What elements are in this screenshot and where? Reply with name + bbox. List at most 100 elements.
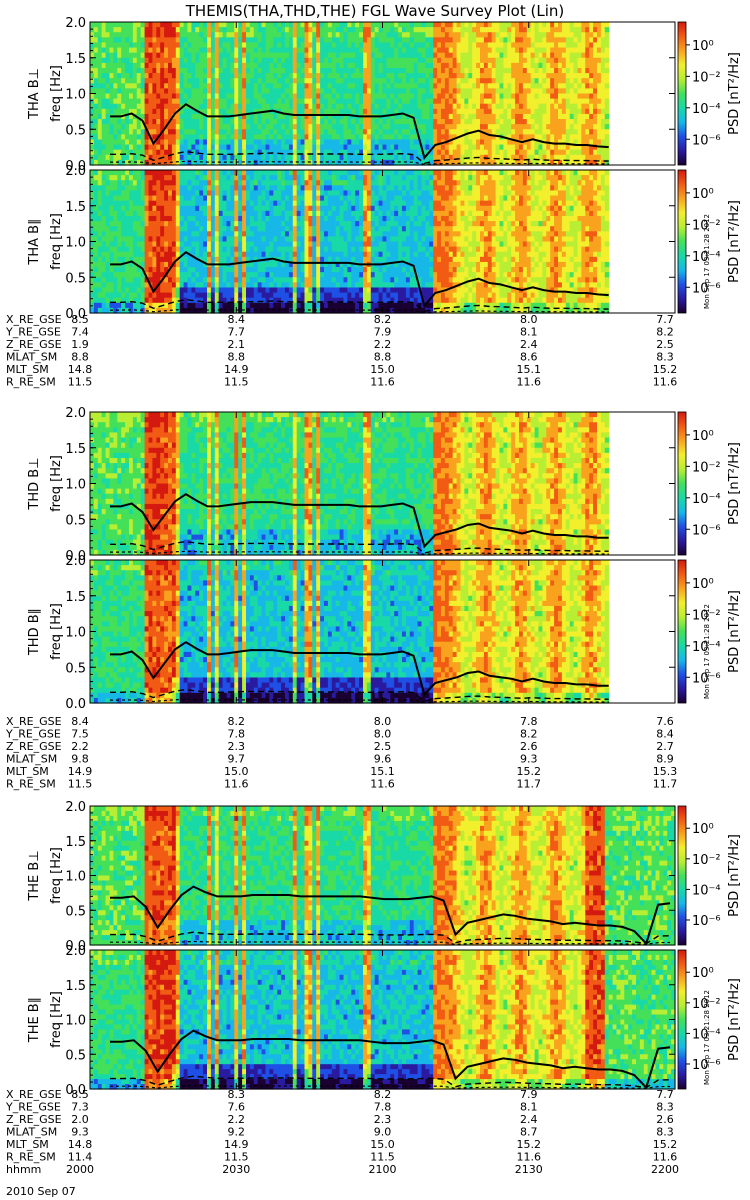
heatmap-cell [300, 62, 306, 69]
heatmap-cell [164, 103, 169, 110]
heatmap-cell [597, 62, 602, 69]
heatmap-cell [519, 113, 524, 120]
heatmap-cell [218, 144, 224, 151]
heatmap-cell [487, 57, 493, 64]
heatmap-cell [136, 88, 142, 95]
heatmap-cell [511, 108, 516, 115]
heatmap-cell [203, 73, 208, 79]
heatmap-cell [292, 78, 298, 84]
heatmap-cell [234, 108, 239, 115]
heatmap-cell [90, 307, 95, 314]
heatmap-cell [207, 195, 212, 202]
heatmap-cell [519, 119, 524, 125]
heatmap-cell [285, 108, 290, 115]
heatmap-cell [405, 93, 411, 100]
heatmap-cell [604, 27, 610, 33]
heatmap-cell [207, 159, 212, 166]
heatmap-cell [136, 73, 142, 79]
heatmap-cell [125, 113, 130, 120]
heatmap-cell [273, 73, 278, 79]
heatmap-cell [179, 22, 185, 28]
heatmap-cell [487, 129, 493, 135]
heatmap-cell [437, 134, 442, 141]
heatmap-cell [569, 124, 575, 130]
heatmap-cell [214, 83, 220, 89]
heatmap-cell [604, 57, 610, 64]
heatmap-cell [148, 52, 153, 59]
heatmap-cell [444, 32, 450, 38]
heatmap-cell [140, 108, 146, 115]
heatmap-cell [97, 272, 103, 278]
heatmap-cell [226, 277, 231, 283]
heatmap-cell [495, 52, 501, 59]
heatmap-cell [405, 108, 411, 115]
heatmap-cell [261, 154, 267, 161]
heatmap-cell [191, 103, 196, 110]
heatmap-cell [503, 83, 508, 89]
heatmap-cell [417, 62, 423, 69]
heatmap-cell [183, 83, 189, 89]
heatmap-cell [210, 32, 216, 38]
heatmap-cell [448, 103, 454, 110]
heatmap-cell [218, 267, 224, 273]
heatmap-cell [132, 124, 138, 130]
heatmap-cell [363, 83, 368, 89]
heatmap-cell [472, 124, 477, 130]
heatmap-cell [480, 57, 485, 64]
heatmap-cell [129, 226, 134, 232]
heatmap-cell [402, 42, 407, 49]
heatmap-cell [456, 113, 462, 120]
heatmap-cell [214, 226, 220, 232]
heatmap-cell [160, 261, 165, 268]
heatmap-cell [156, 297, 161, 304]
heatmap-cell [125, 134, 130, 141]
heatmap-cell [230, 170, 235, 176]
heatmap-cell [175, 170, 181, 176]
heatmap-cell [179, 221, 185, 227]
heatmap-cell [491, 73, 497, 79]
heatmap-cell [160, 119, 165, 125]
heatmap-cell [109, 236, 114, 243]
heatmap-cell [109, 256, 114, 263]
heatmap-cell [144, 215, 150, 222]
heatmap-cell [421, 47, 426, 54]
heatmap-cell [491, 42, 497, 49]
heatmap-cell [125, 139, 130, 146]
heatmap-cell [522, 52, 528, 59]
heatmap-cell [132, 246, 138, 253]
heatmap-cell [472, 103, 477, 110]
heatmap-cell [351, 88, 356, 95]
heatmap-cell [129, 175, 134, 181]
heatmap-cell [171, 261, 177, 268]
heatmap-cell [238, 37, 243, 44]
heatmap-cell [187, 246, 192, 253]
heatmap-cell [210, 98, 216, 105]
heatmap-cell [144, 190, 150, 197]
heatmap-cell [249, 292, 255, 299]
heatmap-cell [288, 144, 294, 151]
heatmap-cell [347, 154, 352, 161]
heatmap-cell [125, 282, 130, 289]
heatmap-cell [382, 37, 387, 44]
heatmap-cell [269, 73, 274, 79]
heatmap-cell [550, 98, 555, 105]
heatmap-cell [168, 205, 173, 212]
heatmap-cell [444, 47, 450, 54]
heatmap-cell [573, 108, 579, 115]
heatmap-cell [187, 32, 192, 38]
heatmap-cell [152, 267, 157, 273]
heatmap-cell [187, 226, 192, 232]
heatmap-cell [203, 67, 208, 74]
heatmap-cell [222, 302, 228, 309]
heatmap-cell [218, 78, 224, 84]
heatmap-cell [472, 37, 477, 44]
heatmap-cell [363, 73, 368, 79]
heatmap-cell [515, 134, 520, 141]
heatmap-cell [312, 42, 317, 49]
heatmap-cell [480, 139, 485, 146]
heatmap-cell [304, 42, 309, 49]
heatmap-cell [218, 236, 224, 243]
heatmap-cell [374, 83, 380, 89]
heatmap-cell [585, 22, 590, 28]
heatmap-cell [561, 37, 567, 44]
